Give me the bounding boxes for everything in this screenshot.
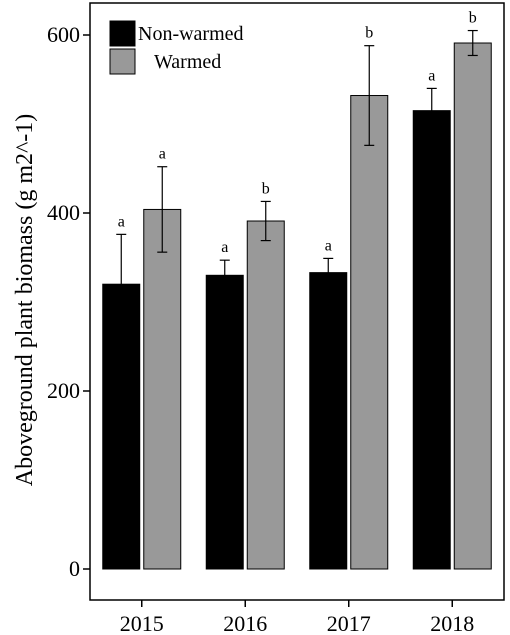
plot-frame bbox=[89, 2, 505, 601]
bars-group: a a a b a b a b bbox=[102, 10, 492, 570]
bar-warmed-2015 bbox=[143, 208, 182, 570]
y-tick-label-400: 400 bbox=[47, 200, 80, 225]
bar-warmed-2017 bbox=[350, 95, 389, 570]
significance-letter-non-warmed-2017: a bbox=[325, 237, 332, 254]
significance-letter-warmed-2018: b bbox=[469, 10, 477, 27]
y-axis-title: Aboveground plant biomass (g m2^-1) bbox=[12, 114, 38, 487]
significance-letter-warmed-2015: a bbox=[159, 146, 166, 163]
y-tick-label-200: 200 bbox=[47, 378, 80, 403]
significance-letter-non-warmed-2015: a bbox=[118, 213, 125, 230]
x-axis: 2015 2016 2017 2018 bbox=[120, 600, 474, 635]
bar-non-warmed-2016 bbox=[205, 274, 244, 570]
x-tick-label-2015: 2015 bbox=[120, 611, 164, 635]
legend-swatch-warmed bbox=[109, 48, 136, 75]
legend-label-non-warmed: Non-warmed bbox=[138, 23, 244, 45]
significance-letter-warmed-2016: b bbox=[262, 180, 270, 197]
bar-warmed-2018 bbox=[453, 42, 492, 570]
x-tick-label-2016: 2016 bbox=[223, 611, 267, 635]
bar-non-warmed-2015 bbox=[102, 283, 141, 570]
y-tick-label-0: 0 bbox=[69, 556, 80, 581]
bar-non-warmed-2017 bbox=[309, 272, 348, 570]
significance-letter-warmed-2017: b bbox=[365, 25, 373, 42]
legend: Non-warmed Warmed bbox=[109, 20, 244, 75]
significance-letter-non-warmed-2018: a bbox=[428, 67, 435, 84]
legend-swatch-non-warmed bbox=[109, 20, 136, 47]
x-tick-label-2018: 2018 bbox=[430, 611, 474, 635]
significance-letter-non-warmed-2016: a bbox=[221, 239, 228, 256]
y-tick-label-600: 600 bbox=[47, 22, 80, 47]
x-tick-label-2017: 2017 bbox=[327, 611, 371, 635]
bar-non-warmed-2018 bbox=[412, 110, 451, 570]
bar-warmed-2016 bbox=[246, 220, 285, 570]
legend-label-warmed: Warmed bbox=[154, 51, 221, 73]
y-axis: 0 200 400 600 bbox=[47, 22, 90, 581]
